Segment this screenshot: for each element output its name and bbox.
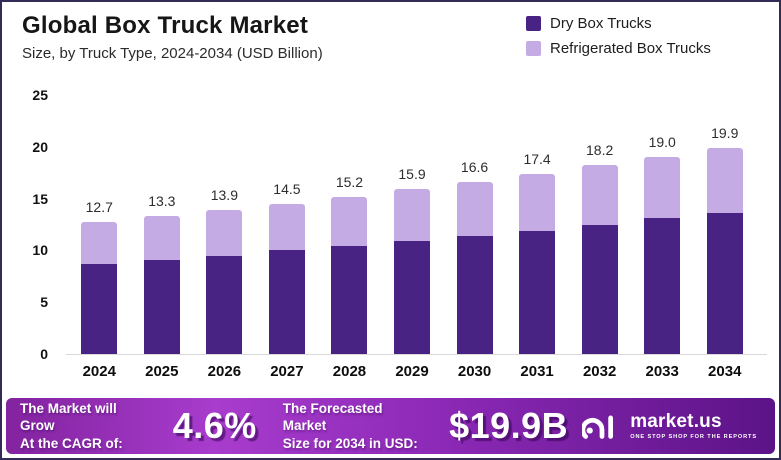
segment-dry-2027	[268, 250, 305, 354]
bar-2034: 19.9	[693, 95, 756, 354]
cagr-label: The Market will Grow At the CAGR of:	[20, 401, 123, 451]
x-label-2026: 2026	[207, 363, 242, 380]
segment-dry-2030	[456, 235, 493, 354]
segment-refrigerated-2031	[519, 173, 556, 231]
legend-label-refrigerated: Refrigerated Box Trucks	[550, 40, 711, 57]
x-label-2030: 2030	[457, 363, 492, 380]
footer-banner: The Market will Grow At the CAGR of: 4.6…	[6, 398, 775, 454]
segment-refrigerated-2026	[206, 210, 243, 256]
page-subtitle: Size, by Truck Type, 2024-2034 (USD Bill…	[22, 45, 323, 62]
bar-2030: 16.6	[443, 95, 506, 354]
y-tick-5: 5	[40, 294, 48, 311]
segment-dry-2034	[706, 213, 743, 354]
bar-2032: 18.2	[568, 95, 631, 354]
x-label-2033: 2033	[645, 363, 679, 380]
forecast-value: $19.9B	[449, 405, 569, 446]
segment-dry-2031	[519, 230, 556, 354]
x-label-2024: 2024	[82, 363, 116, 380]
segment-refrigerated-2027	[268, 203, 305, 251]
segment-dry-2029	[394, 241, 430, 354]
y-tick-10: 10	[32, 242, 48, 259]
y-tick-25: 25	[32, 87, 48, 103]
brand-tagline: ONE STOP SHOP FOR THE REPORTS	[630, 434, 757, 440]
segment-refrigerated-2028	[331, 196, 368, 247]
legend-item-dry: Dry Box Trucks	[526, 15, 711, 32]
bar-value-2026: 13.9	[210, 187, 238, 203]
x-axis-labels: 2024 2025 2026 2027 2028 2029 2030 2031 2032 2033…	[68, 363, 756, 380]
forecast-label: The Forecasted Market Size for 2034 in U…	[282, 401, 418, 451]
legend-label-dry: Dry Box Trucks	[550, 15, 652, 32]
segment-refrigerated-2030	[456, 182, 493, 236]
brand-logo: market.us ONE STOP SHOP FOR THE REPORTS	[582, 410, 757, 443]
brand-name: market.us	[630, 411, 722, 432]
segment-refrigerated-2032	[581, 165, 618, 225]
bar-value-2032: 18.2	[586, 142, 614, 159]
chart-legend: Dry Box Trucks Refrigerated Box Trucks	[526, 15, 711, 57]
x-label-2029: 2029	[395, 363, 429, 380]
chart-header: Global Box Truck Market Size, by Truck T…	[22, 12, 323, 62]
bar-2026: 13.9	[193, 95, 256, 354]
segment-dry-2028	[331, 246, 368, 354]
x-label-2034: 2034	[708, 363, 742, 380]
segment-dry-2025	[143, 259, 180, 354]
bar-value-2024: 12.7	[85, 199, 113, 216]
x-label-2028: 2028	[332, 363, 367, 380]
marketus-logo-icon	[582, 415, 614, 439]
segment-dry-2033	[644, 218, 681, 354]
bar-value-2027: 14.5	[273, 180, 301, 197]
y-tick-0: 0	[40, 346, 48, 362]
x-label-2027: 2027	[270, 363, 304, 380]
dry-swatch-icon	[526, 16, 541, 31]
x-label-2032: 2032	[582, 363, 617, 380]
bar-value-2029: 15.9	[398, 166, 426, 183]
bar-value-2033: 19.0	[648, 134, 676, 151]
segment-refrigerated-2025	[143, 216, 180, 260]
legend-item-refrigerated: Refrigerated Box Trucks	[526, 40, 711, 57]
segment-refrigerated-2029	[394, 189, 430, 242]
bars-container: 12.7 13.3 13.9 14.5 15.2 15.9 16.6 17.4 18.2 19.0…	[68, 95, 756, 354]
bar-2033: 19.0	[631, 95, 694, 354]
bar-2024: 12.7	[68, 95, 131, 354]
bar-2029: 15.9	[381, 95, 444, 354]
segment-refrigerated-2033	[644, 157, 681, 219]
y-tick-15: 15	[32, 190, 48, 207]
segment-dry-2026	[206, 255, 243, 354]
bar-2031: 17.4	[506, 95, 569, 354]
bar-value-2031: 17.4	[523, 150, 551, 167]
bar-value-2028: 15.2	[335, 173, 364, 190]
segment-dry-2024	[81, 263, 118, 354]
x-axis-baseline	[66, 354, 767, 355]
x-label-2025: 2025	[145, 363, 179, 380]
bar-value-2034: 19.9	[711, 124, 739, 141]
bar-2025: 13.3	[131, 95, 194, 354]
bar-2028: 15.2	[318, 95, 381, 354]
segment-dry-2032	[581, 224, 618, 354]
segment-refrigerated-2034	[706, 147, 743, 214]
y-tick-20: 20	[32, 138, 48, 155]
page-title: Global Box Truck Market	[22, 12, 309, 39]
cagr-value: 4.6%	[172, 405, 257, 446]
refrigerated-swatch-icon	[526, 41, 541, 56]
brand-text: market.us ONE STOP SHOP FOR THE REPORTS	[630, 412, 757, 440]
bar-value-2030: 16.6	[460, 159, 489, 176]
bar-2027: 14.5	[256, 95, 319, 354]
bar-value-2025: 13.3	[148, 193, 176, 210]
x-label-2031: 2031	[520, 363, 554, 380]
segment-refrigerated-2024	[81, 222, 118, 264]
